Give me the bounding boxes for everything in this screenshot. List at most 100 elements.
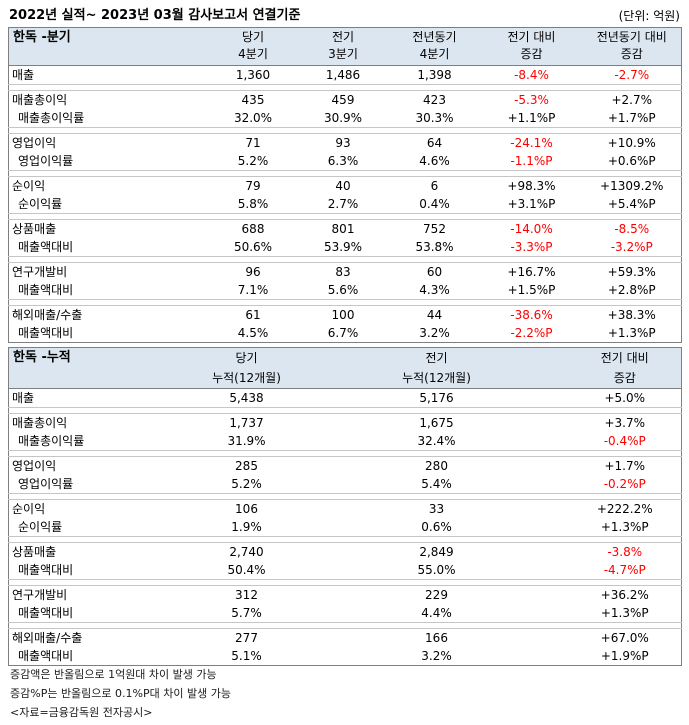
value-prior-year-quarter: 1,398 [417, 68, 452, 82]
group-separator-cell [8, 450, 682, 457]
unit-label: (단위: 억원) [618, 9, 680, 23]
value-prior-year-quarter: 6 [430, 179, 439, 193]
value-previous-cumulative: 5,176 [419, 391, 454, 405]
quarterly-table: 한독 -분기 당기 4분기 전기 3분기 전년동기 4분기 전기 대비 증감 전년동기 대비 증감 매… [8, 27, 682, 343]
metric-row: 영업이익 285 280 +1.7% [9, 457, 682, 476]
value-previous-cumulative: 1,675 [419, 416, 454, 430]
value-previous-cumulative: 5.4% [421, 477, 452, 491]
metric-row: 연구개발비 96 83 60 +16.7% +59.3% [9, 263, 682, 282]
quarterly-table-body: 한독 -분기 당기 4분기 전기 3분기 전년동기 4분기 전기 대비 증감 전년동기 대비 증감 매… [8, 27, 682, 343]
metric-label: 해외매출/수출 [12, 631, 83, 645]
column-header-subtitle: 4분기 [419, 47, 450, 61]
ratio-row: 순이익률 1.9% 0.6% +1.3%P [9, 518, 682, 537]
title-bar: 2022년 실적~ 2023년 03월 감사보고서 연결기준 (단위: 억원) [8, 6, 681, 25]
group-separator [8, 450, 682, 457]
column-header-previous-quarter: 전기 3분기 [297, 27, 389, 66]
group-separator-cell [8, 299, 682, 306]
value-previous-cumulative: 229 [425, 588, 448, 602]
group-separator [8, 127, 682, 134]
value-period-change: +1.3%P [600, 520, 649, 534]
value-current-cumulative: 1.9% [231, 520, 262, 534]
value-qoq-change: -3.3%P [510, 240, 553, 254]
value-previous-quarter: 93 [335, 136, 351, 150]
value-period-change: +1.3%P [600, 606, 649, 620]
value-current-cumulative: 5.7% [231, 606, 262, 620]
column-header-current-quarter: 당기 4분기 [208, 27, 298, 66]
value-qoq-change: -38.6% [510, 308, 553, 322]
group-separator-cell [8, 213, 682, 220]
group-separator [8, 579, 682, 586]
group-separator [8, 213, 682, 220]
value-qoq-change: +3.1%P [507, 197, 556, 211]
value-period-change: -4.7%P [603, 563, 646, 577]
value-yoy-change: -8.5% [614, 222, 650, 236]
metric-row: 순이익 106 33 +222.2% [9, 500, 682, 519]
group-separator [8, 407, 682, 414]
ratio-row: 매출액대비 5.7% 4.4% +1.3%P [9, 604, 682, 623]
value-previous-cumulative: 280 [425, 459, 448, 473]
column-header-subtitle: 누적(12개월) [402, 371, 471, 385]
ratio-label: 매출액대비 [18, 606, 74, 620]
ratio-label: 매출액대비 [18, 649, 74, 663]
value-current-cumulative: 285 [235, 459, 258, 473]
table-title: 한독 -분기 [8, 27, 209, 66]
column-header-qoq-change: 전기 대비 증감 [480, 27, 583, 66]
header-row: 한독 -누적 당기 누적(12개월) 전기 누적(12개월) 전기 대비 증감 [8, 347, 682, 389]
value-prior-year-quarter: 30.3% [415, 111, 454, 125]
value-current-quarter: 61 [245, 308, 261, 322]
metric-row: 해외매출/수출 61 100 44 -38.6% +38.3% [9, 306, 682, 325]
metric-label: 매출 [12, 68, 35, 82]
column-header-subtitle: 증감 [520, 47, 543, 61]
value-period-change: +67.0% [600, 631, 649, 645]
value-yoy-change: +5.4%P [607, 197, 656, 211]
metric-row: 매출총이익 1,737 1,675 +3.7% [9, 414, 682, 433]
group-separator-cell [8, 536, 682, 543]
ratio-row: 매출액대비 4.5% 6.7% 3.2% -2.2%P +1.3%P [9, 324, 682, 343]
metric-row: 매출총이익 435 459 423 -5.3% +2.7% [9, 91, 682, 110]
value-yoy-change: -3.2%P [610, 240, 653, 254]
value-qoq-change: +16.7% [507, 265, 556, 279]
metric-label: 매출총이익 [12, 93, 68, 107]
metric-label: 상품매출 [12, 545, 57, 559]
column-header-subtitle: 증감 [613, 371, 636, 385]
value-current-cumulative: 50.4% [227, 563, 266, 577]
ratio-row: 매출총이익률 32.0% 30.9% 30.3% +1.1%P +1.7%P [9, 109, 682, 128]
value-qoq-change: -5.3% [514, 93, 549, 107]
ratio-row: 순이익률 5.8% 2.7% 0.4% +3.1%P +5.4%P [9, 195, 682, 214]
value-yoy-change: +38.3% [607, 308, 656, 322]
ratio-label: 매출총이익률 [18, 434, 85, 448]
value-prior-year-quarter: 53.8% [415, 240, 454, 254]
value-prior-year-quarter: 44 [426, 308, 443, 322]
value-qoq-change: -24.1% [510, 136, 553, 150]
value-prior-year-quarter: 0.4% [419, 197, 450, 211]
group-separator [8, 622, 682, 629]
value-period-change: -0.4%P [603, 434, 646, 448]
value-current-quarter: 435 [241, 93, 265, 107]
value-previous-cumulative: 2,849 [419, 545, 454, 559]
value-previous-cumulative: 0.6% [421, 520, 452, 534]
column-header-title: 당기 [235, 351, 258, 365]
metric-row: 상품매출 2,740 2,849 -3.8% [9, 543, 682, 562]
metric-row: 영업이익 71 93 64 -24.1% +10.9% [9, 134, 682, 153]
value-yoy-change: +1.3%P [607, 326, 656, 340]
report-title: 2022년 실적~ 2023년 03월 감사보고서 연결기준 [9, 8, 301, 23]
group-separator-cell [8, 127, 682, 134]
header-row: 한독 -분기 당기 4분기 전기 3분기 전년동기 4분기 전기 대비 증감 전년동기 대비 증감 [8, 27, 682, 66]
value-current-quarter: 4.5% [237, 326, 269, 340]
column-header-title: 전기 대비 [600, 351, 649, 365]
value-prior-year-quarter: 60 [426, 265, 443, 279]
column-header-subtitle: 누적(12개월) [212, 371, 281, 385]
value-previous-quarter: 53.9% [323, 240, 363, 254]
cumulative-table: 한독 -누적 당기 누적(12개월) 전기 누적(12개월) 전기 대비 증감 매출 5,438… [8, 347, 682, 666]
column-header-title: 당기 [241, 30, 265, 44]
value-qoq-change: +98.3% [507, 179, 556, 193]
value-prior-year-quarter: 4.6% [419, 154, 450, 168]
value-previous-quarter: 30.9% [323, 111, 363, 125]
value-current-cumulative: 277 [235, 631, 258, 645]
value-current-quarter: 79 [245, 179, 261, 193]
column-header-title: 전년동기 [412, 30, 457, 44]
metric-row: 매출 1,360 1,486 1,398 -8.4% -2.7% [9, 66, 682, 85]
value-current-quarter: 5.2% [237, 154, 269, 168]
